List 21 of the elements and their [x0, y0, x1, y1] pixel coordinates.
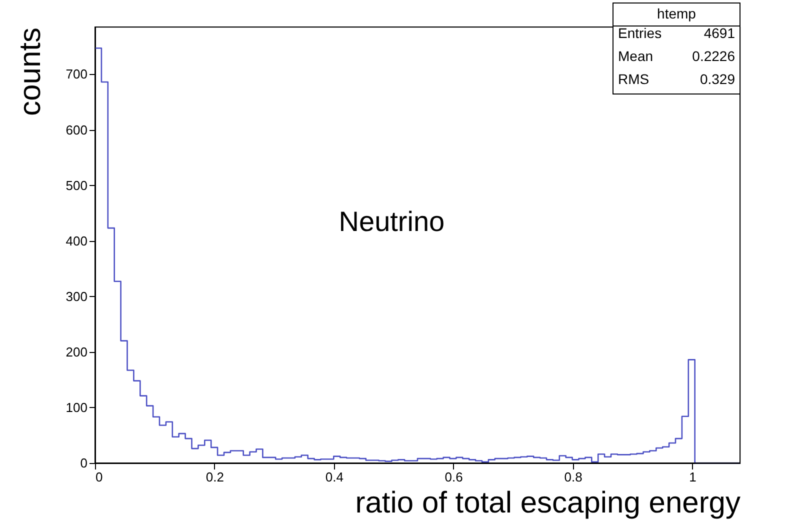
x-axis-title: ratio of total escaping energy [355, 486, 740, 520]
y-tick-label: 100 [66, 400, 88, 415]
text: Entries 4691 [618, 25, 735, 41]
x-tick-label: 1 [689, 470, 696, 484]
y-tick-label: 400 [66, 233, 88, 248]
text: htemp [657, 6, 696, 22]
y-tick-label: 0 [80, 456, 88, 470]
x-tick-label: 0.8 [564, 470, 582, 484]
y-tick-label: 500 [66, 178, 88, 193]
y-tick-label: 200 [66, 344, 88, 360]
x-tick-label: 0.2 [206, 470, 224, 484]
x-tick-label: 0.6 [444, 470, 463, 484]
text: Mean 0.2226 [618, 48, 735, 64]
y-tick-label: 700 [66, 66, 88, 82]
text: RMS 0.329 [618, 71, 735, 87]
annotation: Neutrino [338, 206, 445, 238]
x-tick-label: 0 [96, 470, 103, 484]
y-axis-title: counts [14, 28, 47, 116]
x-tick-label: 0.4 [325, 470, 344, 484]
y-tick-label: 600 [66, 122, 88, 138]
y-tick-label: 300 [66, 288, 88, 304]
